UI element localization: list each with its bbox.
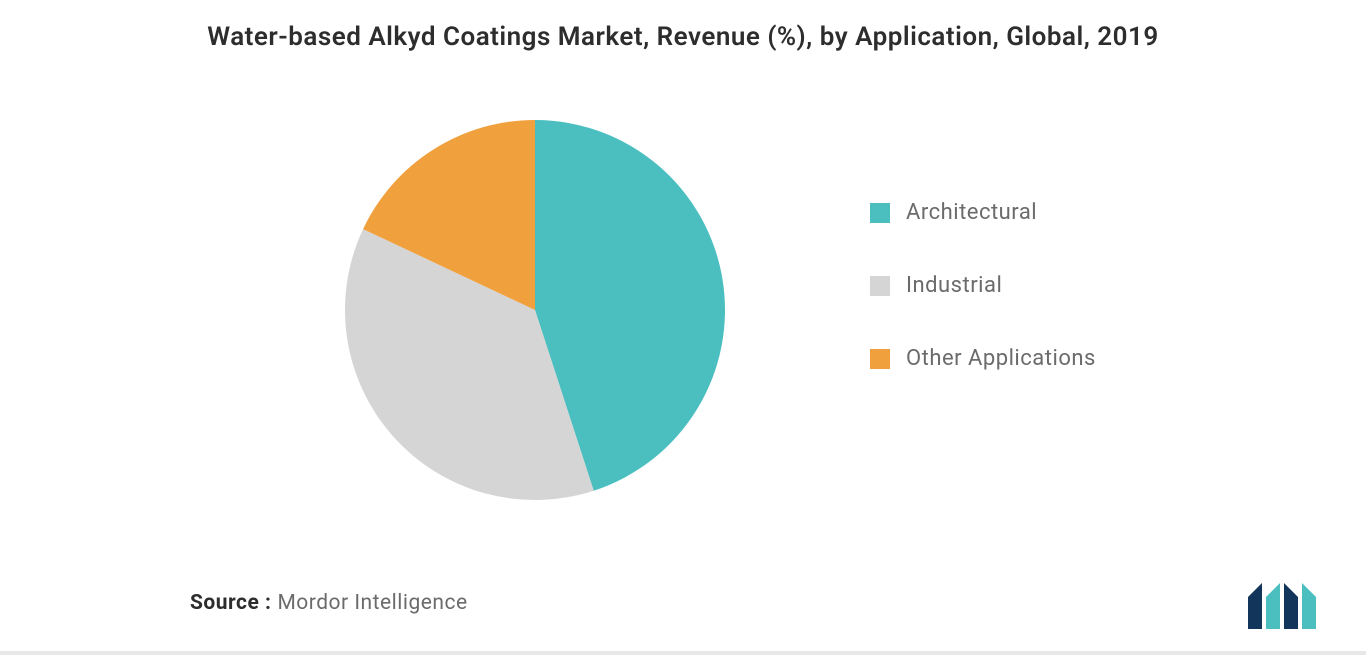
legend-label: Other Applications — [906, 346, 1096, 371]
chart-title: Water-based Alkyd Coatings Market, Reven… — [0, 22, 1366, 52]
legend-label: Industrial — [906, 273, 1002, 298]
chart-legend: Architectural Industrial Other Application… — [870, 200, 1096, 371]
source-line: Source : Mordor Intelligence — [190, 591, 468, 615]
source-text: Mordor Intelligence — [277, 591, 467, 615]
legend-item: Other Applications — [870, 346, 1096, 371]
pie-chart — [335, 110, 735, 510]
legend-swatch — [870, 349, 890, 369]
legend-label: Architectural — [906, 200, 1037, 225]
legend-item: Industrial — [870, 273, 1096, 298]
legend-swatch — [870, 203, 890, 223]
source-prefix: Source : — [190, 591, 271, 615]
legend-swatch — [870, 276, 890, 296]
legend-item: Architectural — [870, 200, 1096, 225]
brand-logo-icon — [1248, 583, 1326, 629]
bottom-border — [0, 651, 1366, 655]
